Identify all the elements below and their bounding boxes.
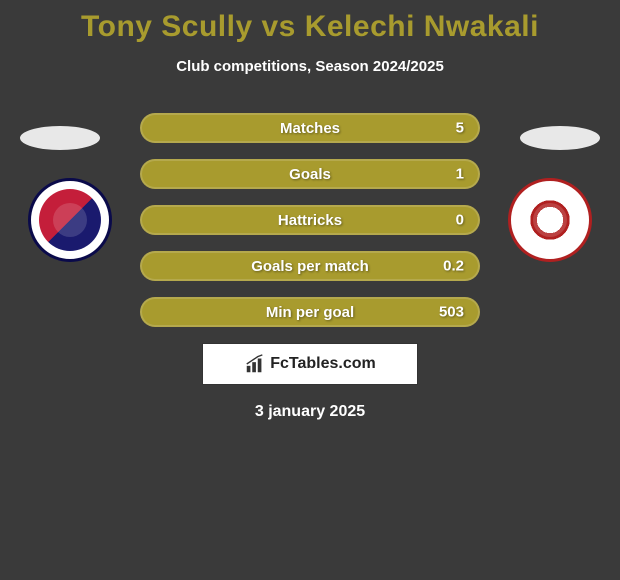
date-text: 3 january 2025 (0, 403, 620, 421)
stat-label: Min per goal (266, 304, 354, 321)
stat-value-right: 0 (456, 212, 464, 229)
brand-box: FcTables.com (202, 343, 418, 385)
player-right-pill (520, 126, 600, 150)
stat-label: Matches (280, 120, 340, 137)
stat-label: Goals per match (251, 258, 369, 275)
stat-row-matches: Matches 5 (140, 113, 480, 143)
brand-text: FcTables.com (270, 355, 376, 373)
stat-row-goals-per-match: Goals per match 0.2 (140, 251, 480, 281)
subtitle: Club competitions, Season 2024/2025 (0, 58, 620, 75)
stat-value-right: 0.2 (443, 258, 464, 275)
chart-icon (244, 353, 266, 375)
stat-label: Goals (289, 166, 331, 183)
club-badge-left (28, 178, 112, 262)
stat-row-hattricks: Hattricks 0 (140, 205, 480, 235)
stat-value-right: 1 (456, 166, 464, 183)
player-left-pill (20, 126, 100, 150)
page-title: Tony Scully vs Kelechi Nwakali (0, 0, 620, 44)
stat-value-right: 5 (456, 120, 464, 137)
stat-row-min-per-goal: Min per goal 503 (140, 297, 480, 327)
stat-label: Hattricks (278, 212, 342, 229)
club-badge-right (508, 178, 592, 262)
stat-row-goals: Goals 1 (140, 159, 480, 189)
stat-value-right: 503 (439, 304, 464, 321)
